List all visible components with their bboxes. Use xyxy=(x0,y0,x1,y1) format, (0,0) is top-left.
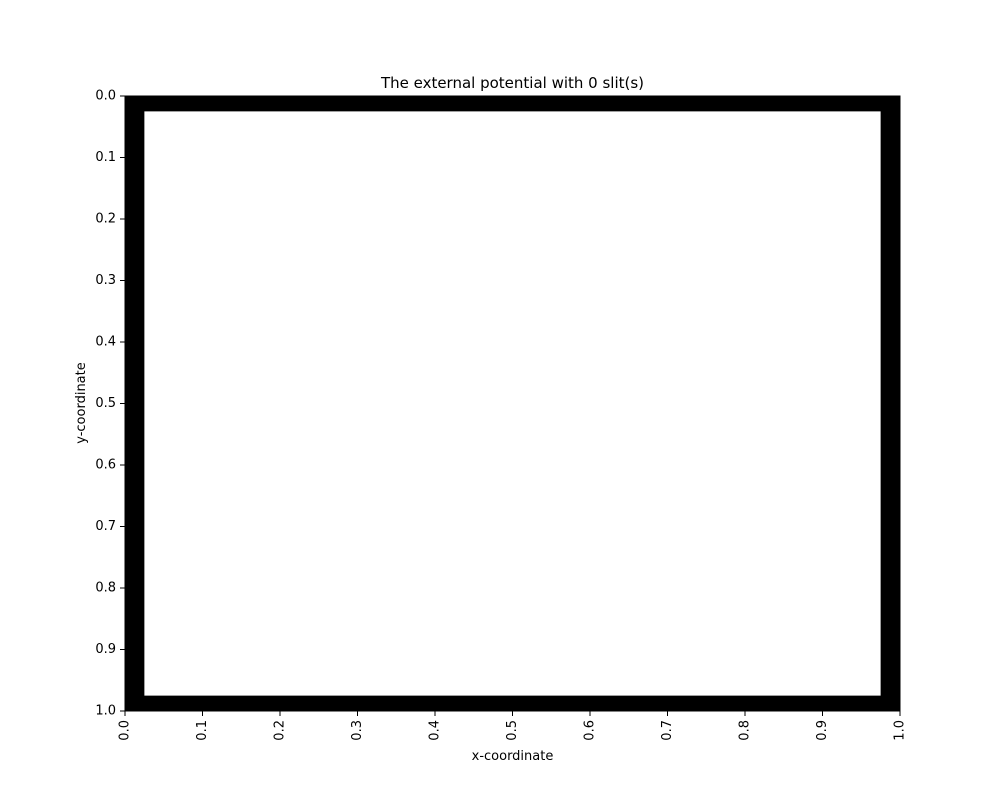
y-tick-label: 0.6 xyxy=(95,458,116,473)
x-tick-label: 0.7 xyxy=(660,720,675,741)
potential-interior xyxy=(125,96,900,711)
y-tick-label: 0.7 xyxy=(95,519,116,534)
potential-wall-bottom xyxy=(125,695,900,711)
x-tick-label: 0.2 xyxy=(273,720,288,741)
potential-wall-right xyxy=(880,96,900,711)
x-tick-label: 0.5 xyxy=(505,720,520,741)
x-tick-label: 1.0 xyxy=(893,720,908,741)
y-tick-label: 1.0 xyxy=(95,704,116,719)
x-tick-label: 0.9 xyxy=(815,720,830,741)
potential-wall-left xyxy=(125,96,145,711)
potential-wall-top xyxy=(125,96,900,112)
x-tick-label: 0.8 xyxy=(738,720,753,741)
x-tick-label: 0.0 xyxy=(118,720,133,741)
y-tick-label: 0.8 xyxy=(95,581,116,596)
y-tick-label: 0.5 xyxy=(95,396,116,411)
y-tick-label: 0.1 xyxy=(95,150,116,165)
y-axis: 0.0 0.1 0.2 0.3 0.4 0.5 0.6 0.7 0.8 0.9 1.0 xyxy=(95,89,125,719)
y-tick-label: 0.9 xyxy=(95,642,116,657)
chart-title: The external potential with 0 slit(s) xyxy=(380,74,644,92)
x-tick-label: 0.1 xyxy=(195,720,210,741)
y-tick-label: 0.2 xyxy=(95,212,116,227)
x-axis: 0.0 0.1 0.2 0.3 0.4 0.5 0.6 0.7 0.8 0.9 1.0 xyxy=(118,711,908,741)
x-tick-label: 0.4 xyxy=(428,720,443,741)
y-tick-label: 0.4 xyxy=(95,335,116,350)
plot-area xyxy=(124,95,901,712)
y-tick-label: 0.0 xyxy=(95,89,116,104)
x-axis-label: x-coordinate xyxy=(472,749,554,764)
x-tick-label: 0.3 xyxy=(350,720,365,741)
x-tick-label: 0.6 xyxy=(583,720,598,741)
y-tick-label: 0.3 xyxy=(95,273,116,288)
y-axis-label: y-coordinate xyxy=(74,362,89,444)
